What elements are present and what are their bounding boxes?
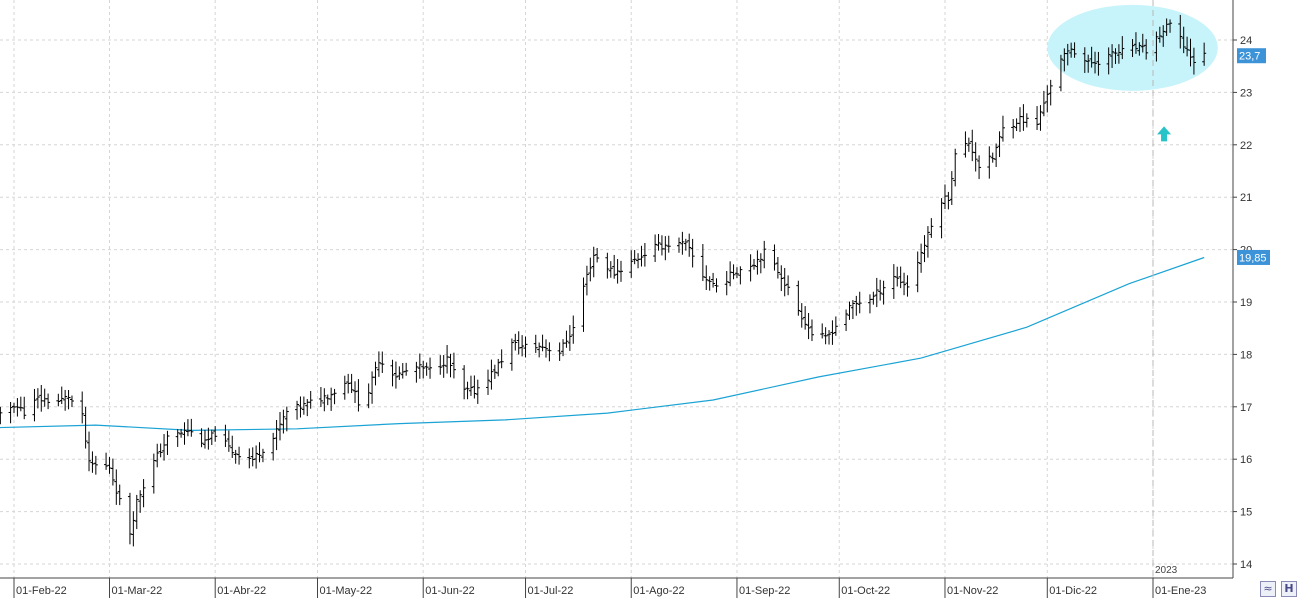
x-axis: 01-Feb-22 01-Mar-22 01-Abr-22 01-May-22 01-J…: [13, 578, 1206, 598]
ma-badge: 19,85: [1237, 249, 1270, 265]
y-tick-label: 18: [1240, 349, 1252, 361]
x-tick-label: 01-Jun-22: [425, 585, 475, 597]
y-tick-label: 19: [1240, 297, 1252, 309]
y-tick-label: 14: [1240, 559, 1252, 571]
grid-lines: [0, 0, 1233, 578]
ohlc-bars: [0, 14, 1207, 547]
price-badge-box: [1237, 48, 1266, 64]
y-tick-label: 16: [1240, 454, 1252, 466]
y-tick-label: 23: [1240, 87, 1252, 99]
y-tick-label: 22: [1240, 140, 1252, 152]
ma-badge-box: [1237, 249, 1270, 265]
y-tick-label: 24: [1240, 35, 1252, 47]
moving-average-line: [0, 256, 1205, 432]
history-h-icon[interactable]: H: [1281, 581, 1297, 597]
x-tick-label: 01-Ene-23: [1155, 585, 1206, 597]
year-marker-label: 2023: [1155, 565, 1178, 576]
x-tick-label: 01-Mar-22: [111, 585, 162, 597]
x-tick-label: 01-Oct-22: [841, 585, 890, 597]
x-tick-label: 01-Feb-22: [16, 585, 67, 597]
price-badge-value: 23,7: [1239, 51, 1260, 63]
y-tick-label: 17: [1240, 402, 1252, 414]
x-tick-label: 01-Ago-22: [633, 585, 684, 597]
zoom-icon[interactable]: ≈: [1260, 581, 1276, 597]
price-badge: 23,7: [1237, 48, 1266, 64]
x-tick-label: 01-Sep-22: [739, 585, 790, 597]
up-arrow-icon: [1157, 126, 1172, 142]
x-tick-label: 01-Jul-22: [528, 585, 574, 597]
x-tick-label: 01-Dic-22: [1049, 585, 1097, 597]
y-tick-label: 21: [1240, 192, 1252, 204]
x-tick-label: 01-Nov-22: [947, 585, 998, 597]
y-tick-label: 15: [1240, 507, 1252, 519]
x-tick-label: 01-Abr-22: [217, 585, 266, 597]
ma-badge-value: 19,85: [1239, 252, 1267, 264]
x-tick-label: 01-May-22: [320, 585, 373, 597]
y-axis: 1415161718192021222324: [1233, 35, 1252, 571]
